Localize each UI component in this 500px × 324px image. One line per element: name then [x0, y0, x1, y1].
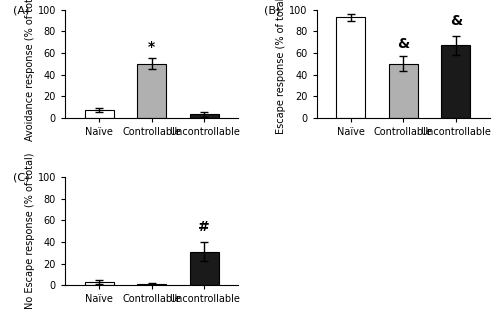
Bar [442, 45, 470, 118]
Text: *: * [148, 40, 156, 54]
Y-axis label: Escape response (% of total): Escape response (% of total) [276, 0, 286, 134]
Bar [190, 114, 219, 118]
Text: (A): (A) [13, 6, 30, 16]
Bar [190, 252, 219, 285]
Text: &: & [450, 14, 462, 28]
Text: (B): (B) [264, 6, 281, 16]
Y-axis label: No Escape response (% of total): No Escape response (% of total) [25, 153, 35, 309]
Bar [389, 64, 418, 118]
Bar [138, 284, 166, 285]
Text: #: # [198, 220, 210, 234]
Bar [84, 282, 114, 285]
Text: (C): (C) [13, 173, 30, 183]
Y-axis label: Avoidance response (% of total): Avoidance response (% of total) [25, 0, 35, 141]
Text: &: & [397, 37, 409, 51]
Bar [138, 64, 166, 118]
Bar [84, 110, 114, 118]
Bar [336, 17, 365, 118]
